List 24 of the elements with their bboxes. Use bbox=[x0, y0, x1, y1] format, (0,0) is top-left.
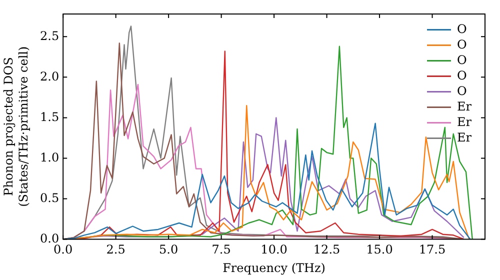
y-tick-label: 1.5 bbox=[40, 110, 60, 124]
y-tick-label: 0.5 bbox=[40, 190, 60, 205]
y-axis-title: Phonon projected DOS (States/THz·primitive cell) bbox=[2, 46, 31, 207]
y-tick-label: 0.0 bbox=[40, 231, 60, 246]
legend-label: O bbox=[457, 22, 467, 36]
legend-label: Er bbox=[457, 99, 472, 114]
x-axis-title: Frequency (THz) bbox=[222, 260, 326, 275]
legend-label: O bbox=[457, 37, 467, 52]
y-tick-label: 1.0 bbox=[40, 150, 60, 164]
legend-label: O bbox=[457, 52, 467, 67]
x-tick-label: 17.5 bbox=[418, 242, 446, 257]
x-tick-label: 12.5 bbox=[313, 242, 340, 257]
x-tick-label: 10.0 bbox=[260, 242, 288, 257]
y-tick-label: 2.0 bbox=[40, 69, 60, 84]
x-tick-label: 0.0 bbox=[54, 242, 73, 257]
x-tick-label: 2.5 bbox=[106, 242, 126, 257]
legend-label: O bbox=[457, 84, 467, 98]
legend-label: O bbox=[457, 68, 467, 82]
y-tick-label: 2.5 bbox=[40, 28, 60, 43]
x-tick-label: 5.0 bbox=[159, 242, 178, 257]
legend-label: Er bbox=[457, 114, 472, 129]
x-tick-label: 7.5 bbox=[212, 242, 231, 257]
x-tick-label: 15.0 bbox=[366, 242, 393, 257]
legend-label: Er bbox=[457, 130, 472, 144]
